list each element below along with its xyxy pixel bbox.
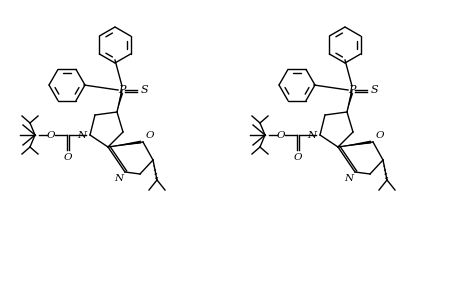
Text: O: O [146,131,154,140]
Polygon shape [337,140,370,147]
Text: S: S [141,85,148,95]
Text: O: O [47,130,55,140]
Text: O: O [64,153,72,162]
Text: N: N [343,174,352,183]
Text: O: O [276,130,285,140]
Polygon shape [346,93,353,112]
Text: N: N [306,130,315,140]
Text: S: S [370,85,378,95]
Text: O: O [293,153,302,162]
Polygon shape [117,93,123,112]
Text: P: P [347,85,355,95]
Text: O: O [375,131,384,140]
Text: N: N [77,130,86,140]
Text: P: P [118,85,125,95]
Text: N: N [114,174,123,183]
Polygon shape [108,140,141,147]
